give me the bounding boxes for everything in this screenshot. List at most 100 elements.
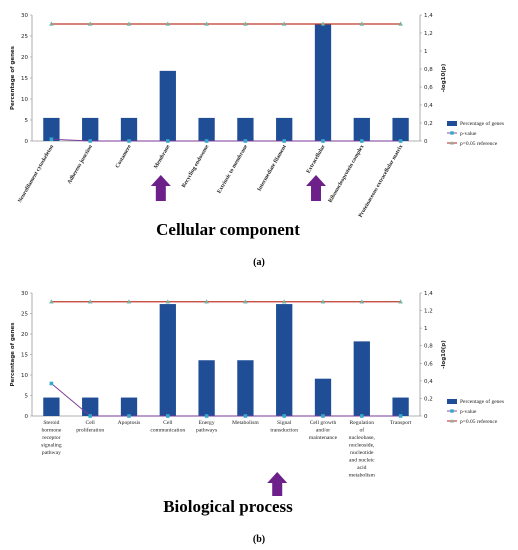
legend-swatch-bars xyxy=(447,121,457,126)
reference-marker xyxy=(49,21,54,26)
category-label-line: maintenance xyxy=(309,435,338,441)
category-label-line: Signal xyxy=(277,420,292,426)
reference-marker xyxy=(359,299,365,304)
category-label-cell-proliferation: Cell proliferation xyxy=(76,420,104,434)
legend-swatch-bars xyxy=(447,399,457,404)
y2-tick-label: 0,6 xyxy=(424,361,433,367)
highlight-arrow-membrane xyxy=(150,175,171,201)
reference-marker xyxy=(243,299,248,304)
chart-biological-process: 0 5 10 15 20 25 30 0 0,2 0,4 0,6 0,8 1 1,2 1,4 Percenta… xyxy=(10,291,504,516)
y-tick-label: 10 xyxy=(21,97,28,103)
bar-transport xyxy=(392,397,409,416)
bar-cell-growth-and-or-maintenance xyxy=(314,378,332,416)
y2-tick-label: 0,6 xyxy=(424,85,433,91)
legend-label-reference: p=0.05 reference xyxy=(460,140,498,147)
category-label-line: nucleobase, xyxy=(349,435,376,441)
y2-tick-label: 0,8 xyxy=(424,344,433,350)
category-label-line: nucleotide xyxy=(350,450,374,456)
category-label-steroid-hormone-receptor-signaling-pathway: Steroid hormone receptor signaling pathway xyxy=(41,420,62,456)
legend-marker-pvalue xyxy=(450,131,454,135)
category-label-proteinaceous-extracellular-matrix: Proteinaceous extracellular matrix xyxy=(358,144,405,219)
category-label-regulation-of-nucleobase-nucleoside-nucleotide-and-nucleic-acid-metabolism: Regulation of nucleobase, nucleoside, nucleo… xyxy=(349,420,376,479)
pvalue-marker xyxy=(321,414,325,418)
category-label-membrane: Membrane xyxy=(153,144,172,170)
bar-proteinaceous-extracellular-matrix xyxy=(392,117,409,141)
y2-tick-label: 1,2 xyxy=(424,309,433,315)
legend-marker-pvalue xyxy=(450,409,454,413)
reference-marker xyxy=(87,299,93,304)
category-label-transport: Transport xyxy=(390,420,412,426)
category-label-intermediate-filament: Intermediate filament xyxy=(257,144,288,192)
y-tick-label: 5 xyxy=(25,394,29,400)
legend-label-pvalue: p-value xyxy=(460,131,477,137)
reference-marker xyxy=(320,21,326,26)
reference-marker xyxy=(398,21,403,26)
pvalue-marker xyxy=(282,139,286,143)
reference-marker xyxy=(49,299,54,304)
category-label-line: Cell xyxy=(163,420,173,426)
bar-metabolism xyxy=(237,360,254,416)
category-label-line: Regulation xyxy=(350,420,375,426)
category-label-line: nucleoside, xyxy=(349,443,375,449)
chart-title: Cellular component xyxy=(156,220,300,239)
bar-energy-pathways xyxy=(198,360,215,416)
category-label-line: and/or xyxy=(316,428,330,434)
category-label-line: Cell growth xyxy=(310,420,337,426)
category-label-energy-pathways: Energy pathways xyxy=(196,420,217,434)
y2-tick-label: 1,4 xyxy=(424,13,433,19)
y2-tick-label: 0,4 xyxy=(424,103,433,109)
category-label-neurofilament-cytoskeleton: Neurofilament cytoskeleton xyxy=(17,143,55,204)
category-label-recycling-endosome: Recycling endosome xyxy=(181,144,211,189)
category-label-line: Cell xyxy=(86,420,96,426)
pvalue-marker xyxy=(204,139,209,143)
category-label-ribonucleoprotein-complex: Ribonucleoprotein complex xyxy=(328,144,366,204)
bar-adherens-junction xyxy=(82,117,99,141)
y2-axis-label: -log10(p) xyxy=(441,63,447,92)
bar-costamere xyxy=(120,117,138,141)
reference-marker xyxy=(281,21,287,26)
category-label-line: Steroid xyxy=(43,420,59,426)
pvalue-marker xyxy=(127,414,131,418)
highlight-arrow-signal-transduction xyxy=(267,472,288,496)
reference-marker xyxy=(320,299,326,304)
panel-label-b: (b) xyxy=(253,534,265,545)
category-label-line: metabolism xyxy=(349,473,376,479)
y2-tick-label: 0,8 xyxy=(424,67,433,73)
y-tick-label: 30 xyxy=(21,13,28,19)
category-label-line: communication xyxy=(150,428,185,434)
bar-recycling-endosome xyxy=(198,117,215,141)
legend-label-bars: Percentage of genes xyxy=(460,120,504,127)
y-tick-label: 20 xyxy=(21,332,28,338)
reference-marker xyxy=(87,21,93,26)
y-axis-label: Percentage of genes xyxy=(10,45,16,110)
highlight-arrow-extracellular xyxy=(306,175,327,201)
y-tick-label: 20 xyxy=(21,55,28,61)
pvalue-marker xyxy=(88,139,92,143)
bar-membrane xyxy=(159,70,176,141)
chart-cellular-component: 0 5 10 15 20 25 30 0 0,2 0,4 0,6 0,8 1 1,2 1,4 Percenta… xyxy=(10,13,504,239)
y2-tick-label: 0,4 xyxy=(424,379,433,385)
y2-tick-label: 1,4 xyxy=(424,291,433,297)
pvalue-marker xyxy=(49,137,54,141)
category-label-line: pathway xyxy=(42,450,61,456)
y2-tick-label: 0 xyxy=(424,414,428,420)
category-label-line: signaling xyxy=(41,443,62,449)
pvalue-marker xyxy=(243,139,248,143)
category-label-line: Apoptosis xyxy=(118,420,141,426)
bar-intermediate-filament xyxy=(276,117,293,141)
category-label-line: pathways xyxy=(196,428,217,434)
legend-marker-reference xyxy=(450,419,454,423)
category-label-line: hormone xyxy=(41,428,61,434)
category-label-line: Metabolism xyxy=(232,420,259,426)
reference-marker xyxy=(204,21,209,26)
reference-marker xyxy=(243,21,248,26)
category-label-line: Transport xyxy=(390,420,412,426)
category-label-cell-growth-and-or-maintenance: Cell growth and/or maintenance xyxy=(309,420,338,441)
legend-label-bars: Percentage of genes xyxy=(460,398,504,405)
y-tick-label: 0 xyxy=(25,414,29,420)
reference-marker xyxy=(126,21,132,26)
pvalue-marker xyxy=(398,414,403,418)
pvalue-marker xyxy=(204,414,209,418)
category-label-costamere: Costamere xyxy=(115,144,133,170)
